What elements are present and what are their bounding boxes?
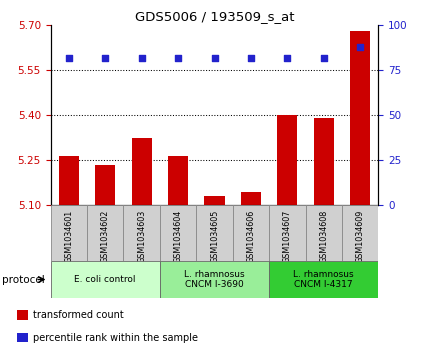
Bar xyxy=(51,205,87,261)
Text: protocol: protocol xyxy=(2,274,45,285)
Text: GSM1034606: GSM1034606 xyxy=(246,209,256,263)
Bar xyxy=(160,261,269,298)
Point xyxy=(65,55,72,61)
Bar xyxy=(95,165,115,205)
Text: GSM1034608: GSM1034608 xyxy=(319,209,328,263)
Point xyxy=(247,55,254,61)
Bar xyxy=(205,196,224,205)
Text: transformed count: transformed count xyxy=(33,310,124,320)
Bar xyxy=(160,205,196,261)
Title: GDS5006 / 193509_s_at: GDS5006 / 193509_s_at xyxy=(135,10,294,23)
Text: L. rhamnosus
CNCM I-3690: L. rhamnosus CNCM I-3690 xyxy=(184,270,245,289)
Point xyxy=(284,55,291,61)
Bar xyxy=(17,310,28,320)
Point xyxy=(320,55,327,61)
Point xyxy=(211,55,218,61)
Bar xyxy=(233,205,269,261)
Point xyxy=(357,44,364,50)
Text: percentile rank within the sample: percentile rank within the sample xyxy=(33,333,198,343)
Text: E. coli control: E. coli control xyxy=(74,275,136,284)
Text: L. rhamnosus
CNCM I-4317: L. rhamnosus CNCM I-4317 xyxy=(293,270,354,289)
Bar xyxy=(168,156,188,205)
Bar xyxy=(59,156,79,205)
Bar xyxy=(87,205,124,261)
Point xyxy=(138,55,145,61)
Bar xyxy=(17,333,28,342)
Bar xyxy=(241,192,261,205)
Bar xyxy=(51,261,160,298)
Text: GSM1034605: GSM1034605 xyxy=(210,209,219,263)
Text: GSM1034601: GSM1034601 xyxy=(64,209,73,263)
Bar xyxy=(305,205,342,261)
Bar xyxy=(314,118,334,205)
Text: GSM1034607: GSM1034607 xyxy=(283,209,292,263)
Text: GSM1034609: GSM1034609 xyxy=(356,209,365,263)
Bar xyxy=(124,205,160,261)
Text: GSM1034603: GSM1034603 xyxy=(137,209,146,263)
Bar xyxy=(132,138,152,205)
Text: GSM1034604: GSM1034604 xyxy=(173,209,183,263)
Point xyxy=(102,55,109,61)
Bar xyxy=(269,261,378,298)
Bar xyxy=(342,205,378,261)
Bar xyxy=(350,32,370,205)
Text: GSM1034602: GSM1034602 xyxy=(101,209,110,263)
Bar xyxy=(277,115,297,205)
Bar xyxy=(269,205,305,261)
Bar xyxy=(196,205,233,261)
Point xyxy=(175,55,182,61)
